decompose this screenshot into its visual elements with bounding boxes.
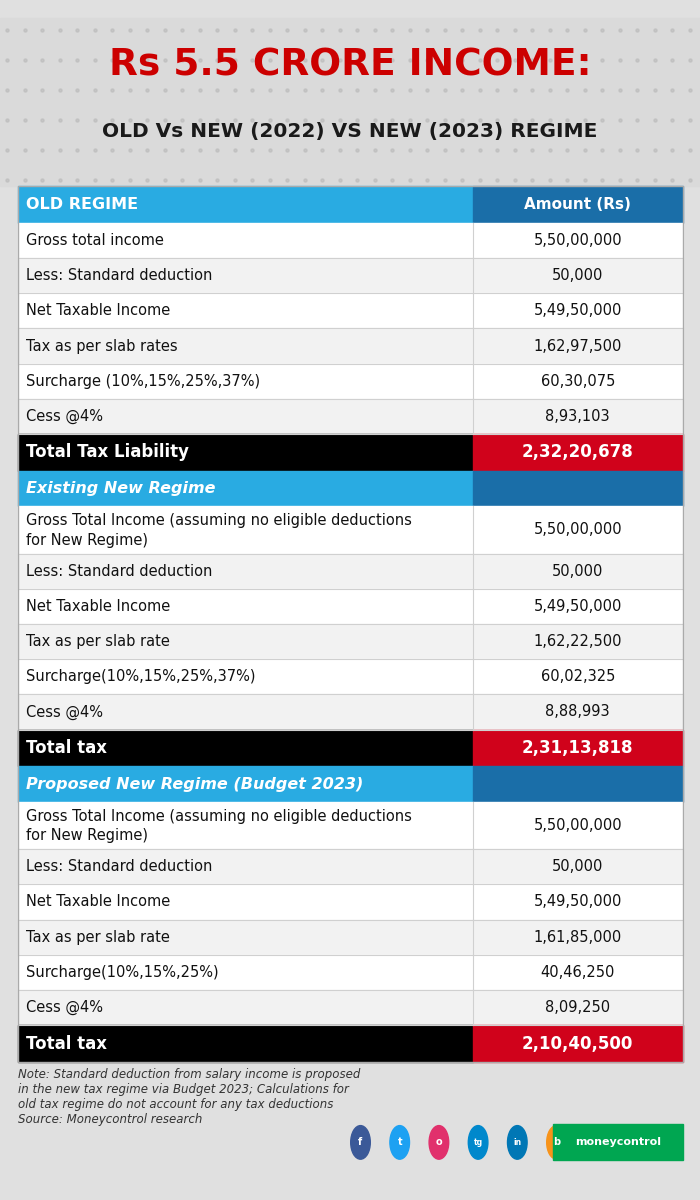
Text: Gross total income: Gross total income <box>26 233 164 248</box>
Text: 5,49,50,000: 5,49,50,000 <box>533 304 622 318</box>
Text: Less: Standard deduction: Less: Standard deduction <box>26 269 212 283</box>
Text: f: f <box>358 1138 363 1147</box>
Text: Gross Total Income (assuming no eligible deductions: Gross Total Income (assuming no eligible… <box>26 809 412 824</box>
Bar <box>18 955 682 990</box>
Text: Surcharge(10%,15%,25%): Surcharge(10%,15%,25%) <box>26 965 218 979</box>
Bar <box>18 258 682 293</box>
Text: tg: tg <box>473 1138 483 1147</box>
Circle shape <box>351 1126 370 1159</box>
Text: moneycontrol: moneycontrol <box>575 1138 661 1147</box>
Text: 1,62,97,500: 1,62,97,500 <box>533 338 622 354</box>
Bar <box>473 1025 682 1062</box>
Text: 2,10,40,500: 2,10,40,500 <box>522 1034 634 1052</box>
Bar <box>18 553 682 589</box>
Bar <box>473 730 682 767</box>
Text: Total Tax Liability: Total Tax Liability <box>26 444 189 462</box>
Text: 5,50,00,000: 5,50,00,000 <box>533 233 622 248</box>
Text: OLD REGIME: OLD REGIME <box>26 197 138 212</box>
Text: 8,93,103: 8,93,103 <box>545 409 610 424</box>
Circle shape <box>508 1126 527 1159</box>
Text: b: b <box>553 1138 560 1147</box>
Bar <box>18 884 682 919</box>
Text: o: o <box>435 1138 442 1147</box>
Bar <box>18 434 473 470</box>
Text: 50,000: 50,000 <box>552 269 603 283</box>
Text: Proposed New Regime (Budget 2023): Proposed New Regime (Budget 2023) <box>26 776 363 792</box>
Text: in: in <box>513 1138 522 1147</box>
Text: Existing New Regime: Existing New Regime <box>26 481 216 496</box>
Text: Surcharge(10%,15%,25%,37%): Surcharge(10%,15%,25%,37%) <box>26 670 256 684</box>
Text: 50,000: 50,000 <box>552 564 603 578</box>
Bar <box>0 18 700 186</box>
Bar <box>18 398 682 434</box>
Text: 2,32,20,678: 2,32,20,678 <box>522 444 634 462</box>
Text: Cess @4%: Cess @4% <box>26 409 103 424</box>
Bar <box>553 1124 682 1160</box>
Text: 60,02,325: 60,02,325 <box>540 670 615 684</box>
Text: Cess @4%: Cess @4% <box>26 1000 103 1015</box>
Text: 1,62,22,500: 1,62,22,500 <box>533 634 622 649</box>
Text: Tax as per slab rates: Tax as per slab rates <box>26 338 178 354</box>
Bar <box>473 767 682 802</box>
Text: Note: Standard deduction from salary income is proposed
in the new tax regime vi: Note: Standard deduction from salary inc… <box>18 1068 360 1126</box>
Circle shape <box>429 1126 449 1159</box>
Bar <box>18 506 682 553</box>
Text: 5,49,50,000: 5,49,50,000 <box>533 894 622 910</box>
Bar <box>18 364 682 398</box>
Bar <box>18 1025 473 1062</box>
Bar <box>18 850 682 884</box>
Text: 50,000: 50,000 <box>552 859 603 875</box>
Bar <box>473 186 682 223</box>
Bar <box>473 434 682 470</box>
Text: Less: Standard deduction: Less: Standard deduction <box>26 564 212 578</box>
Text: Rs 5.5 CRORE INCOME:: Rs 5.5 CRORE INCOME: <box>108 48 592 84</box>
Bar <box>18 470 473 506</box>
Text: 40,46,250: 40,46,250 <box>540 965 615 979</box>
Bar <box>18 730 473 767</box>
Text: Gross Total Income (assuming no eligible deductions: Gross Total Income (assuming no eligible… <box>26 514 412 528</box>
Text: 5,50,00,000: 5,50,00,000 <box>533 818 622 833</box>
Text: 5,50,00,000: 5,50,00,000 <box>533 522 622 538</box>
Bar <box>18 695 682 730</box>
Bar <box>18 186 682 1062</box>
Circle shape <box>468 1126 488 1159</box>
Bar <box>18 990 682 1025</box>
Bar <box>18 293 682 329</box>
Circle shape <box>390 1126 410 1159</box>
Bar <box>18 589 682 624</box>
Bar <box>18 802 682 850</box>
Text: Surcharge (10%,15%,25%,37%): Surcharge (10%,15%,25%,37%) <box>26 373 260 389</box>
Text: OLD Vs NEW (2022) VS NEW (2023) REGIME: OLD Vs NEW (2022) VS NEW (2023) REGIME <box>102 122 598 142</box>
Bar <box>18 659 682 695</box>
Bar <box>18 624 682 659</box>
Bar <box>473 470 682 506</box>
Text: Less: Standard deduction: Less: Standard deduction <box>26 859 212 875</box>
Text: for New Regime): for New Regime) <box>26 828 148 844</box>
Text: Total tax: Total tax <box>26 1034 107 1052</box>
Text: for New Regime): for New Regime) <box>26 533 148 548</box>
Text: Cess @4%: Cess @4% <box>26 704 103 720</box>
Text: 8,09,250: 8,09,250 <box>545 1000 610 1015</box>
Text: Total tax: Total tax <box>26 739 107 757</box>
Text: Tax as per slab rate: Tax as per slab rate <box>26 634 170 649</box>
Bar <box>18 767 473 802</box>
Text: 1,61,85,000: 1,61,85,000 <box>533 930 622 944</box>
Text: Amount (Rs): Amount (Rs) <box>524 197 631 212</box>
Text: 60,30,075: 60,30,075 <box>540 373 615 389</box>
Bar <box>18 223 682 258</box>
Text: 5,49,50,000: 5,49,50,000 <box>533 599 622 614</box>
Text: Net Taxable Income: Net Taxable Income <box>26 304 170 318</box>
Text: Net Taxable Income: Net Taxable Income <box>26 599 170 614</box>
Text: 2,31,13,818: 2,31,13,818 <box>522 739 634 757</box>
Text: t: t <box>398 1138 402 1147</box>
Text: Tax as per slab rate: Tax as per slab rate <box>26 930 170 944</box>
Bar <box>18 919 682 955</box>
Bar <box>18 186 682 1062</box>
Bar <box>18 329 682 364</box>
Text: 8,88,993: 8,88,993 <box>545 704 610 720</box>
Bar <box>18 186 473 223</box>
Circle shape <box>547 1126 566 1159</box>
Text: Net Taxable Income: Net Taxable Income <box>26 894 170 910</box>
